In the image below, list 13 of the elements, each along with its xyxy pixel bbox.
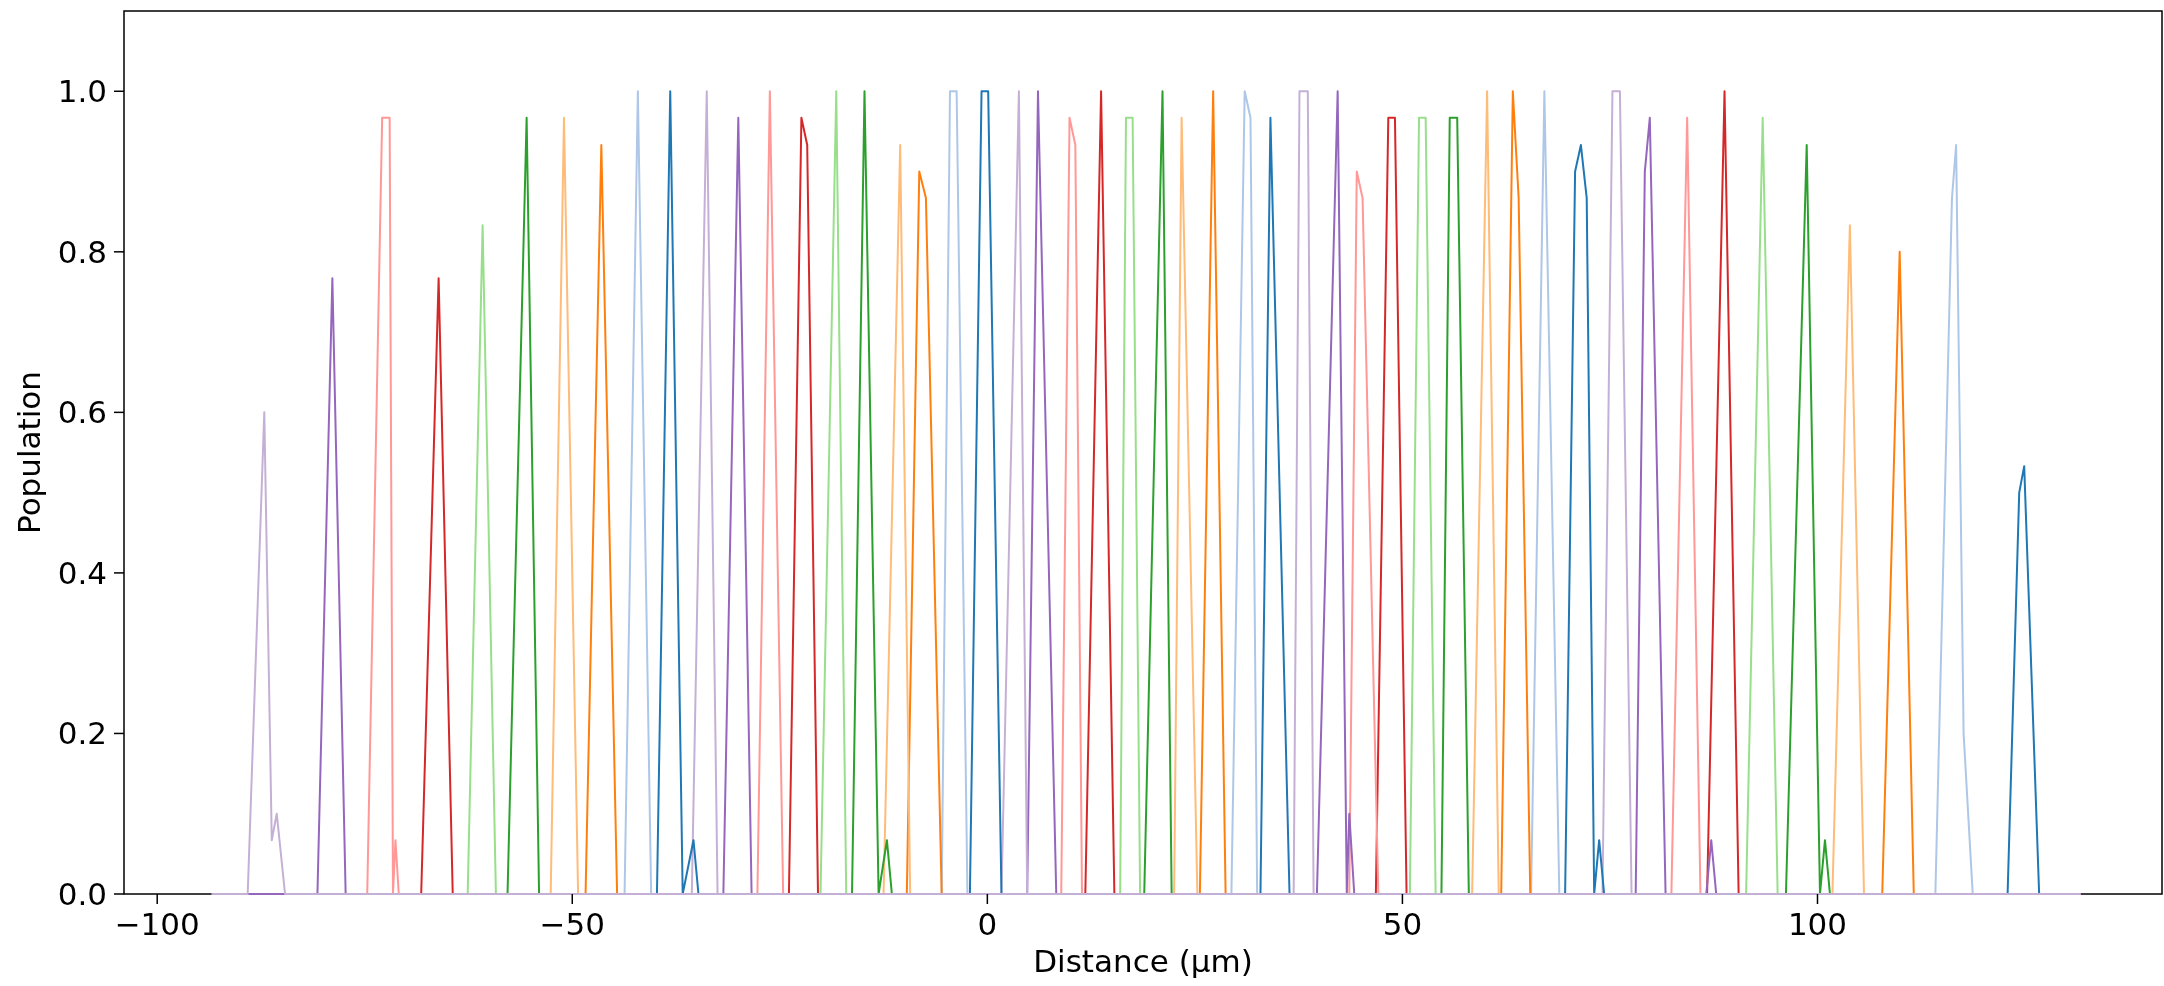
y-tick-label: 1.0: [57, 73, 107, 110]
y-tick-label: 0.8: [57, 233, 107, 270]
x-tick-label: −50: [539, 906, 605, 942]
y-tick-label: 0.0: [57, 876, 107, 912]
x-tick-label: 0: [977, 906, 998, 942]
x-tick-label: −100: [114, 906, 200, 942]
y-axis-title: Population: [11, 371, 47, 534]
x-axis-title: Distance (μm): [1033, 943, 1253, 979]
x-tick-label: 100: [1787, 906, 1848, 942]
x-tick-label: 50: [1382, 906, 1423, 942]
y-tick-label: 0.2: [57, 715, 107, 752]
y-tick-label: 0.6: [57, 394, 107, 431]
y-tick-label: 0.4: [57, 554, 107, 591]
